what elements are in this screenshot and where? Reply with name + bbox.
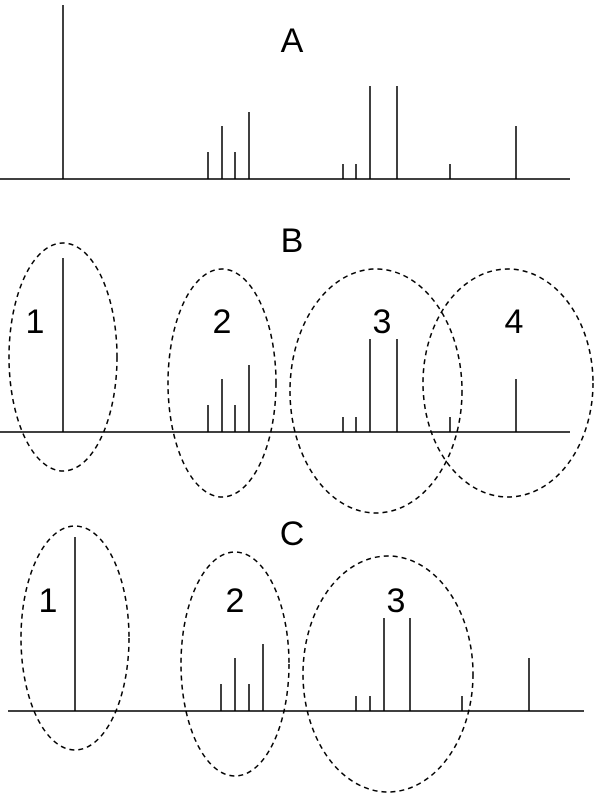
panel-b-group-2-ellipse (167, 268, 277, 498)
panel-a: A (0, 5, 570, 180)
panel-c: C 1 2 3 (8, 515, 584, 793)
panel-b: B 1 2 3 4 (0, 222, 594, 514)
panel-b-group-3-label: 3 (373, 303, 392, 341)
panel-b-group-4-label: 4 (505, 303, 524, 341)
panel-b-label: B (281, 222, 304, 260)
panel-b-group-1-ellipse (8, 242, 118, 472)
panel-b-group-2-label: 2 (213, 303, 232, 341)
panel-b-group-3-ellipse (289, 268, 463, 514)
panel-c-group-2-ellipse (180, 551, 290, 777)
panel-c-peaks (74, 537, 530, 711)
panel-c-group-1-label: 1 (39, 582, 58, 620)
panel-a-label: A (281, 22, 304, 60)
panel-c-label: C (280, 515, 305, 553)
panel-b-group-1-label: 1 (26, 303, 45, 341)
panel-c-group-3-label: 3 (387, 582, 406, 620)
panel-c-group-3-ellipse (302, 555, 474, 793)
panel-c-group-1-ellipse (20, 525, 130, 751)
panel-b-peaks (62, 258, 517, 432)
panel-a-peaks (62, 5, 517, 179)
panel-b-group-4-ellipse (422, 268, 594, 498)
panel-c-group-2-label: 2 (226, 582, 245, 620)
